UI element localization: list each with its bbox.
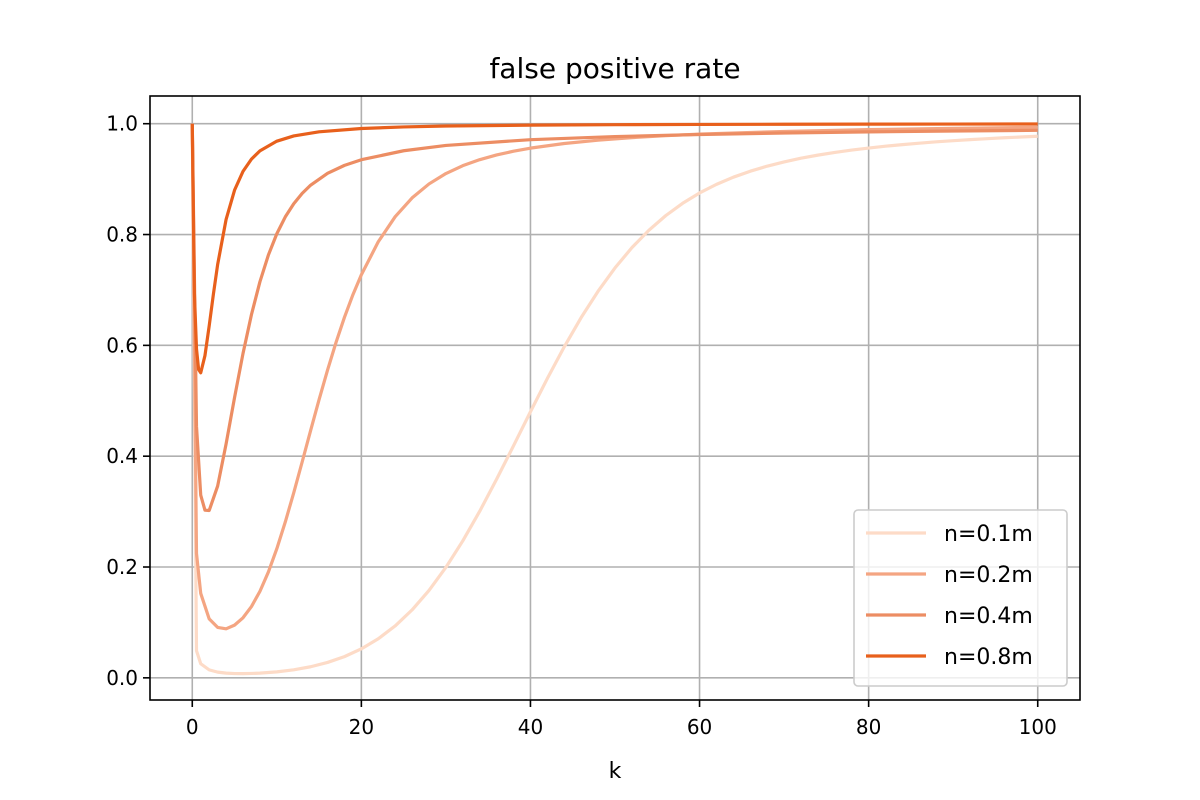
y-tick-label: 0.6 <box>106 333 138 357</box>
chart-title: false positive rate <box>489 52 740 85</box>
series-line-4 <box>190 122 1038 375</box>
legend-frame <box>853 509 1068 687</box>
plot-frame <box>149 95 1081 701</box>
y-tick-label: 0.0 <box>106 666 138 690</box>
series-line-2 <box>190 123 1038 631</box>
x-tick-label: 60 <box>687 715 712 739</box>
series-line-3 <box>190 123 1038 513</box>
series-group <box>190 122 1038 676</box>
legend-label-2: n=0.2m <box>944 563 1033 588</box>
legend-label-4: n=0.8m <box>944 645 1033 670</box>
x-tick-label: 0 <box>186 715 199 739</box>
x-tick-label: 100 <box>1019 715 1057 739</box>
y-tick-label: 1.0 <box>106 112 138 136</box>
legend: n=0.1m n=0.2m n=0.4m n=0.8m <box>853 509 1068 687</box>
y-tick-label: 0.8 <box>106 223 138 247</box>
x-axis: 0 20 40 60 80 100 <box>186 700 1057 739</box>
y-tick-label: 0.4 <box>106 444 138 468</box>
y-tick-label: 0.2 <box>106 555 138 579</box>
legend-label-3: n=0.4m <box>944 604 1033 629</box>
x-tick-label: 80 <box>856 715 881 739</box>
y-axis: 0.0 0.2 0.4 0.6 0.8 1.0 <box>106 112 150 690</box>
x-axis-label: k <box>609 759 622 784</box>
x-tick-label: 20 <box>349 715 374 739</box>
x-tick-label: 40 <box>518 715 543 739</box>
legend-label-1: n=0.1m <box>944 522 1033 547</box>
series-line-1 <box>190 123 1038 676</box>
